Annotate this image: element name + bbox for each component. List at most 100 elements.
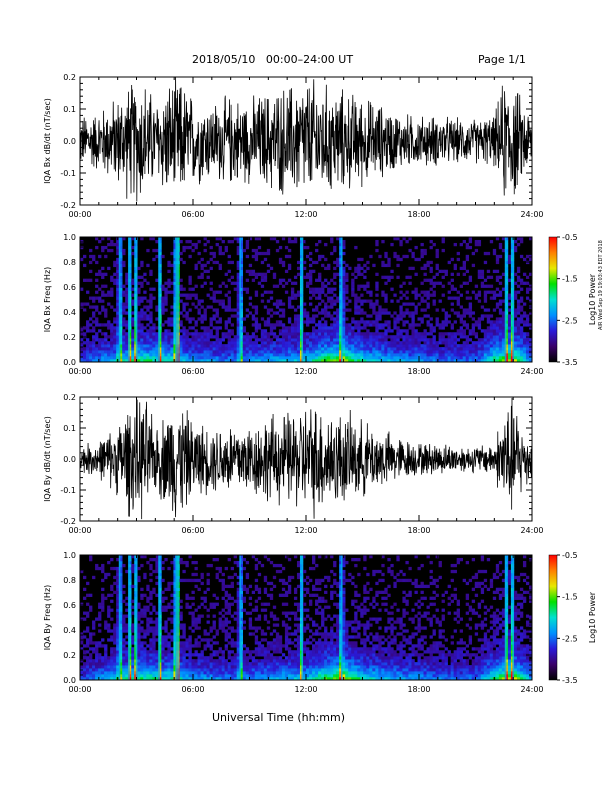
spectrogram-cell bbox=[372, 347, 376, 351]
spectrogram-cell bbox=[92, 575, 96, 580]
spectrogram-cell bbox=[242, 350, 247, 354]
spectrogram-cell bbox=[212, 653, 216, 657]
spectrogram-cell bbox=[227, 353, 231, 357]
spectrogram-cell bbox=[146, 677, 150, 681]
spectrogram-cell bbox=[423, 314, 427, 318]
spectrogram-cell bbox=[504, 290, 509, 294]
spectrogram-cell bbox=[185, 341, 189, 345]
spectrogram-cell bbox=[158, 665, 162, 669]
spectrogram-cell bbox=[336, 332, 340, 336]
spectrogram-cell bbox=[233, 281, 237, 285]
spectrogram-cell bbox=[333, 323, 337, 327]
spectrogram-cell bbox=[227, 665, 231, 669]
spectrogram-cell bbox=[411, 332, 415, 336]
spectrogram-cell bbox=[218, 668, 222, 672]
spectrogram-cell bbox=[354, 311, 358, 315]
spectrogram-cell bbox=[131, 311, 135, 315]
x-tick-label: 18:00 bbox=[407, 526, 430, 535]
spectrogram-cell bbox=[221, 674, 225, 678]
spectrogram-cell bbox=[212, 341, 216, 345]
spectrogram-cell bbox=[339, 356, 343, 360]
spectrogram-cell bbox=[95, 662, 99, 666]
spectrogram-cell bbox=[306, 350, 310, 354]
spectrogram-cell bbox=[86, 611, 90, 615]
spectrogram-cell bbox=[387, 344, 391, 348]
spectrogram-cell bbox=[287, 239, 292, 244]
spectrogram-cell bbox=[209, 677, 213, 681]
spectrogram-cell bbox=[251, 347, 256, 351]
spectrogram-cell bbox=[107, 320, 111, 324]
spectrogram-cell bbox=[164, 557, 168, 562]
spectrogram-cell bbox=[396, 350, 400, 354]
spectrogram-cell bbox=[516, 284, 521, 288]
spectrogram-cell bbox=[236, 311, 240, 315]
spectrogram-cell bbox=[486, 338, 491, 342]
spectrogram-cell bbox=[411, 344, 415, 348]
spectrogram-cell bbox=[179, 611, 183, 615]
spectrogram-cell bbox=[224, 284, 228, 288]
spectrogram-cell bbox=[236, 647, 240, 651]
spectrogram-cell bbox=[158, 326, 162, 330]
spectrogram-cell bbox=[462, 344, 466, 348]
spectrogram-cell bbox=[290, 341, 295, 345]
spectrogram-cell bbox=[342, 272, 346, 276]
spectrogram-cell bbox=[375, 323, 379, 327]
spectrogram-cell bbox=[173, 296, 177, 300]
spectrogram-cell bbox=[327, 332, 331, 336]
spectrogram-cell bbox=[242, 329, 247, 333]
spectrogram-cell bbox=[158, 599, 162, 603]
spectrogram-cell bbox=[245, 239, 250, 244]
spectrogram-cell bbox=[459, 356, 463, 360]
spectrogram-cell bbox=[188, 359, 192, 363]
spectrogram-cell bbox=[230, 308, 234, 312]
spectrogram-cell bbox=[218, 245, 222, 250]
spectrogram-cell bbox=[245, 254, 250, 259]
spectrogram-cell bbox=[140, 626, 144, 630]
spectrogram-cell bbox=[143, 290, 147, 294]
spectrogram-cell bbox=[471, 353, 476, 357]
spectrogram-cell bbox=[206, 614, 210, 618]
spectrogram-cell bbox=[167, 656, 171, 660]
spectrogram-cell bbox=[203, 314, 207, 318]
spectrogram-cell bbox=[513, 323, 518, 327]
spectrogram-cell bbox=[429, 326, 433, 330]
spectrogram-cell bbox=[366, 323, 370, 327]
spectrogram-cell bbox=[200, 356, 204, 360]
spectrogram-cell bbox=[260, 278, 265, 282]
spectrogram-cell bbox=[330, 296, 334, 300]
spectrogram-cell bbox=[429, 350, 433, 354]
spectrogram-cell bbox=[164, 281, 168, 285]
spectrogram-cell bbox=[396, 359, 400, 363]
spectrogram-cell bbox=[414, 245, 418, 250]
spectrogram-cell bbox=[149, 590, 153, 594]
spectrogram-cell bbox=[125, 626, 129, 630]
spectrogram-cell bbox=[200, 659, 204, 663]
spectrogram-cell bbox=[113, 341, 117, 345]
spectrogram-cell bbox=[110, 671, 114, 675]
spectrogram-cell bbox=[188, 662, 192, 666]
spectrogram-cell bbox=[119, 623, 123, 627]
spectrogram-cell bbox=[110, 275, 114, 279]
spectrogram-cell bbox=[408, 266, 412, 271]
spectrogram-cell bbox=[101, 599, 105, 603]
spectrogram-cell bbox=[224, 566, 228, 571]
spectrogram-cell bbox=[140, 653, 144, 657]
spectrogram-cell bbox=[513, 311, 518, 315]
spectrogram-cell bbox=[375, 299, 379, 303]
spectrogram-cell bbox=[206, 563, 210, 568]
spectrogram-cell bbox=[185, 596, 189, 600]
spectrogram-cell bbox=[369, 302, 373, 306]
spectrogram-cell bbox=[257, 245, 262, 250]
spectrogram-cell bbox=[206, 572, 210, 577]
spectrogram-cell bbox=[194, 665, 198, 669]
spectrogram-cell bbox=[296, 332, 301, 336]
spectrogram-cell bbox=[128, 665, 132, 669]
spectrogram-cell bbox=[221, 344, 225, 348]
spectrogram-cell bbox=[185, 311, 189, 315]
spectrogram-cell bbox=[501, 323, 506, 327]
spectrogram-cell bbox=[354, 299, 358, 303]
spectrogram-cell bbox=[119, 677, 123, 681]
spectrogram-cell bbox=[420, 332, 424, 336]
spectrogram-cell bbox=[528, 347, 533, 351]
